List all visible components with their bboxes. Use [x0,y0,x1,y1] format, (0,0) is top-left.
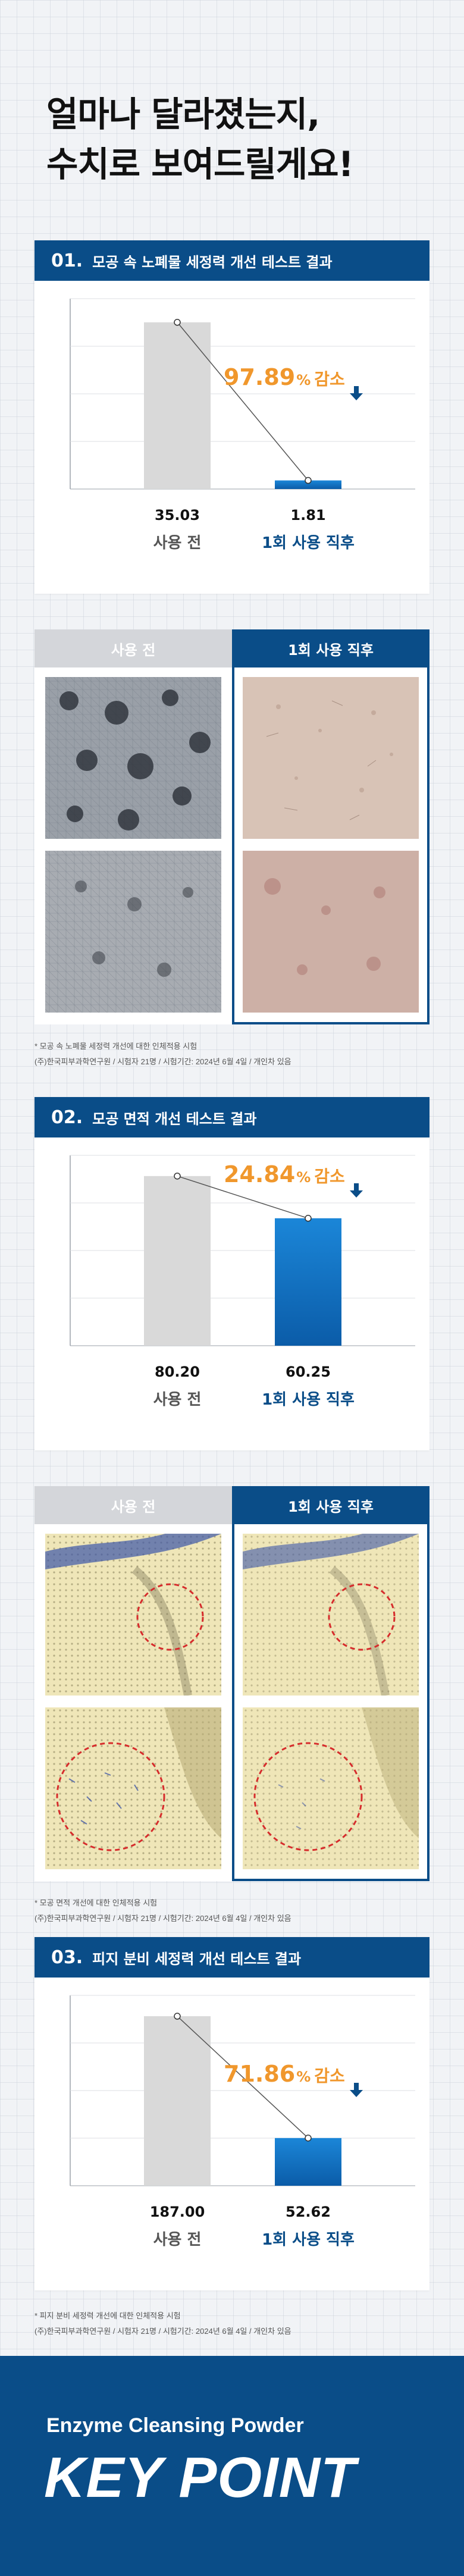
after-label-group: 1.81 1회 사용 직후 [261,507,356,553]
note-line: * 모공 면적 개선에 대한 인체적용 시험 [35,1898,158,1907]
trend-line [177,1176,309,1219]
test-note-1: * 모공 속 노폐물 세정력 개선에 대한 인체적용 시험 (주)한국피부과학연… [35,1039,291,1070]
bar-chart: 71.86 % 감소 187.00 사용 전 52.62 1회 사용 직후 [35,1978,429,2251]
reduction-text: 감소 [314,1167,345,1186]
trend-point [305,1215,312,1222]
before-label-group: 80.20 사용 전 [130,1364,225,1409]
reduction-text: 감소 [314,369,345,389]
bar-after [275,2138,341,2186]
reduction-percent: 97.89 [224,364,296,390]
trend-line [177,322,309,481]
pore-map-before-top [45,1534,221,1696]
after-value: 1.81 [290,507,326,524]
reduction-percent: 24.84 [224,1161,296,1187]
pore-map-after-top [243,1534,419,1696]
bar-chart: 24.84 % 감소 80.20 사용 전 60.25 1회 사용 직후 [35,1137,429,1411]
test-card-header: 02. 모공 면적 개선 테스트 결과 [35,1097,429,1137]
before-category: 사용 전 [153,1391,202,1409]
percent-unit: % [296,1169,311,1186]
before-category: 사용 전 [153,2231,202,2249]
test-card-3: 03. 피지 분비 세정력 개선 테스트 결과 71.86 % 감소 187.0… [35,1937,429,2290]
bar-after [275,480,341,489]
pore-map-after-bottom [243,1707,419,1869]
test-note-2: * 모공 면적 개선에 대한 인체적용 시험 (주)한국피부과학연구원 / 시험… [35,1895,291,1926]
bar-before [144,1176,211,1346]
percent-unit: % [296,372,311,388]
before-header: 사용 전 [35,629,232,667]
bar-chart: 97.89 % 감소 35.03 사용 전 1.81 1회 사용 직후 [35,281,429,554]
test-note-3: * 피지 분비 세정력 개선에 대한 인체적용 시험 (주)한국피부과학연구원 … [35,2308,291,2339]
banner-title: KEY POINT [44,2446,356,2509]
after-category: 1회 사용 직후 [262,1391,355,1409]
before-after-comparison-1: 사용 전 1회 사용 직후 [35,629,429,1024]
note-line: * 피지 분비 세정력 개선에 대한 인체적용 시험 [35,2311,181,2320]
test-title: 모공 속 노폐물 세정력 개선 테스트 결과 [92,253,333,271]
skin-photo-before-top [45,677,221,839]
headline: 얼마나 달라졌는지, 수치로 보여드릴게요! [46,89,427,189]
trend-line [177,2016,309,2139]
test-title: 피지 분비 세정력 개선 테스트 결과 [92,1950,302,1967]
banner-subtitle: Enzyme Cleansing Powder [46,2414,304,2437]
reduction-text: 감소 [314,2066,345,2086]
test-card-header: 03. 피지 분비 세정력 개선 테스트 결과 [35,1937,429,1978]
after-header: 1회 사용 직후 [232,629,429,667]
bar-chart-svg [70,298,415,490]
reduction-percent: 71.86 [224,2061,296,2087]
before-category: 사용 전 [153,534,202,552]
skin-photo-after-top [243,677,419,839]
before-label-group: 187.00 사용 전 [130,2204,225,2249]
before-value: 35.03 [155,507,200,524]
skin-photo-before-bottom [45,851,221,1013]
percent-unit: % [296,2069,311,2085]
after-category: 1회 사용 직후 [262,534,355,552]
skin-photo-after-bottom [243,851,419,1013]
reduction-label: 24.84 % 감소 [224,1161,363,1198]
before-header: 사용 전 [35,1486,232,1524]
bar-before [144,322,211,489]
test-card-2: 02. 모공 면적 개선 테스트 결과 24.84 % 감소 80.20 사용 … [35,1097,429,1450]
trend-point [174,1173,181,1180]
test-number: 03. [51,1947,83,1968]
trend-point [305,2135,312,2142]
before-label-group: 35.03 사용 전 [130,507,225,553]
after-label-group: 60.25 1회 사용 직후 [261,1364,356,1409]
trend-point [305,477,312,484]
bar-before [144,2016,211,2186]
pore-map-before-bottom [45,1707,221,1869]
bar-after [275,1218,341,1346]
note-source: (주)한국피부과학연구원 / 시험자 21명 / 시험기간: 2024년 6월 … [35,1914,291,1923]
test-card-header: 01. 모공 속 노폐물 세정력 개선 테스트 결과 [35,240,429,281]
reduction-label: 71.86 % 감소 [224,2061,363,2097]
after-category: 1회 사용 직후 [262,2231,355,2249]
headline-line-2: 수치로 보여드릴게요! [46,144,354,184]
before-value: 80.20 [155,1364,200,1380]
test-number: 01. [51,250,83,271]
after-value: 60.25 [286,1364,331,1380]
note-source: (주)한국피부과학연구원 / 시험자 21명 / 시험기간: 2024년 6월 … [35,2327,291,2336]
trend-point [174,319,181,326]
headline-line-1: 얼마나 달라졌는지, [46,94,320,134]
before-after-comparison-2: 사용 전 1회 사용 직후 [35,1486,429,1881]
bar-chart-svg [70,1155,415,1346]
after-header: 1회 사용 직후 [232,1486,429,1524]
after-label-group: 52.62 1회 사용 직후 [261,2204,356,2249]
after-value: 52.62 [286,2204,331,2220]
before-value: 187.00 [149,2204,205,2220]
test-title: 모공 면적 개선 테스트 결과 [92,1110,257,1127]
reduction-label: 97.89 % 감소 [224,364,363,400]
bar-chart-svg [70,1995,415,2186]
trend-point [174,2013,181,2020]
test-number: 02. [51,1107,83,1128]
note-source: (주)한국피부과학연구원 / 시험자 21명 / 시험기간: 2024년 6월 … [35,1057,291,1066]
key-point-banner: Enzyme Cleansing Powder KEY POINT [0,2356,464,2576]
test-card-1: 01. 모공 속 노폐물 세정력 개선 테스트 결과 97.89 % 감소 35… [35,240,429,594]
note-line: * 모공 속 노폐물 세정력 개선에 대한 인체적용 시험 [35,1042,197,1051]
